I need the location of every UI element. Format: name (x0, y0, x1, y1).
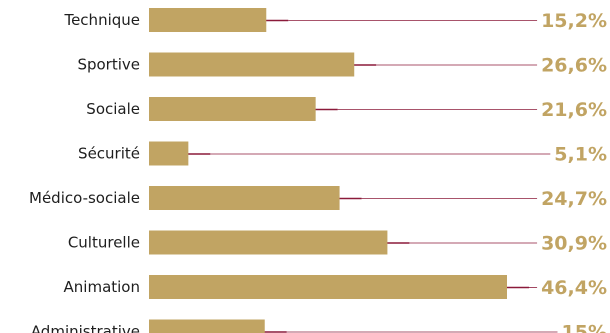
bar (149, 230, 388, 255)
bar-row: Sportive 26,6% (77, 52, 607, 77)
value-label: 24,7% (541, 188, 607, 210)
bar-row: Sécurité 5,1% (78, 141, 607, 166)
bar (149, 275, 507, 299)
bar (149, 97, 316, 121)
category-label: Culturelle (68, 234, 140, 252)
bar (149, 8, 267, 32)
bar-row: Animation 46,4% (64, 275, 607, 299)
value-label: 46,4% (541, 277, 607, 299)
bar (149, 319, 265, 333)
value-label: 15% (562, 322, 607, 333)
bar-row: Technique 15,2% (63, 8, 607, 32)
category-label: Sécurité (78, 145, 140, 163)
category-label: Médico-sociale (29, 189, 140, 207)
value-label: 21,6% (541, 99, 607, 121)
value-label: 30,9% (541, 233, 607, 255)
bar-row: Sociale 21,6% (86, 97, 607, 121)
bar (149, 186, 340, 210)
category-label: Animation (64, 278, 140, 296)
value-label: 5,1% (554, 144, 607, 166)
value-label: 26,6% (541, 55, 607, 77)
bar-row: Culturelle 30,9% (68, 230, 607, 255)
bar (149, 52, 355, 77)
category-label: Technique (63, 11, 140, 29)
category-label: Administrative (31, 323, 140, 333)
category-label: Sociale (86, 100, 140, 118)
value-label: 15,2% (541, 10, 607, 32)
bar-row: Administrative 15% (31, 319, 607, 333)
bar-row: Médico-sociale 24,7% (29, 186, 607, 210)
bar (149, 141, 189, 166)
category-label: Sportive (77, 56, 140, 74)
